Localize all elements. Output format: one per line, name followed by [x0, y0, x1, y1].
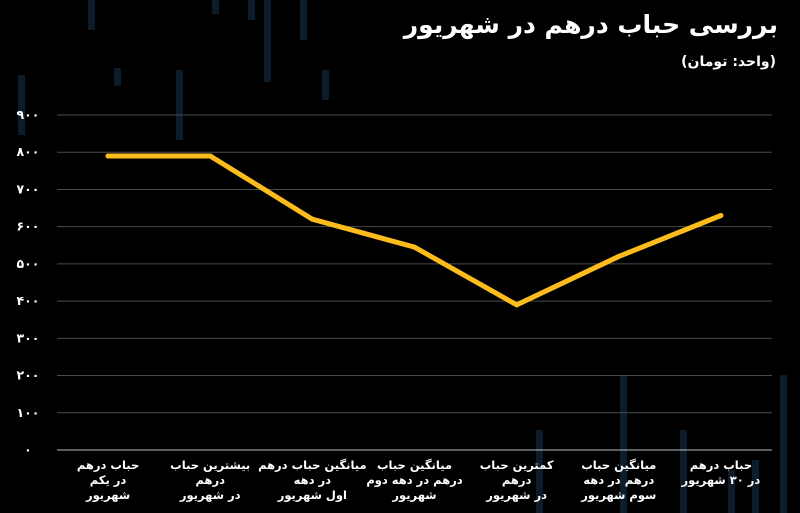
data-points — [105, 153, 724, 308]
x-category-label-4: کمترین حباب درهم در شهریور — [480, 458, 554, 503]
y-tick-label-0: ۰ — [24, 442, 32, 457]
x-category-line: درهم در دهه دوم — [366, 473, 462, 488]
x-category-label-1: بیشترین حباب درهم در شهریور — [170, 458, 250, 503]
decor-bar-12 — [728, 470, 735, 513]
y-tick-label-200: ۲۰۰ — [17, 368, 40, 383]
x-category-line: بیشترین حباب — [170, 458, 250, 472]
x-category-line: میانگین حباب — [377, 458, 452, 472]
decor-bar-2 — [114, 68, 121, 86]
series-line — [105, 153, 724, 308]
decor-bar-3 — [176, 70, 183, 140]
x-category-line: درهم — [195, 473, 225, 487]
x-category-line: سوم شهریور — [580, 488, 656, 503]
decor-bar-8 — [322, 70, 329, 100]
x-category-line: میانگین حباب درهم — [258, 458, 367, 472]
y-tick-label-700: ۷۰۰ — [17, 181, 40, 196]
x-category-line: درهم در دهه — [583, 473, 654, 487]
decor-bar-0 — [18, 75, 25, 135]
x-category-line: میانگین حباب — [581, 458, 656, 472]
data-point-2 — [309, 216, 315, 222]
decor-bar-6 — [264, 0, 271, 82]
decor-bar-13 — [752, 460, 759, 513]
page-title: بررسی حباب درهم در شهریور — [403, 10, 778, 39]
decor-bar-4 — [212, 0, 219, 14]
y-axis-ticks: ۰ ۱۰۰ ۲۰۰ ۳۰۰ ۴۰۰ ۵۰۰ ۶۰۰ ۷۰۰ ۸۰۰ ۹۰۰ — [17, 107, 40, 457]
x-category-line: در یکم — [90, 473, 127, 487]
decor-bar-7 — [300, 0, 307, 40]
x-category-label-6: حباب درهم در ۳۰ شهریور — [681, 458, 761, 488]
decor-bar-14 — [780, 375, 787, 513]
grid-lines — [57, 114, 772, 414]
decor-bar-5 — [248, 0, 255, 20]
y-tick-label-900: ۹۰۰ — [17, 107, 40, 122]
y-tick-label-400: ۴۰۰ — [17, 293, 40, 308]
x-category-line: شهریور — [85, 488, 130, 503]
x-category-line: شهریور — [391, 488, 436, 503]
x-category-line: در دهه — [294, 473, 331, 487]
data-point-3 — [412, 244, 417, 250]
decor-bar-9 — [536, 430, 543, 513]
x-category-line: کمترین حباب — [480, 458, 554, 472]
x-category-line: حباب درهم — [690, 458, 752, 472]
x-category-line: اول شهریور — [277, 488, 347, 503]
data-point-6 — [718, 213, 724, 218]
data-point-5 — [616, 253, 622, 259]
x-category-line: در شهریور — [485, 488, 547, 503]
y-tick-label-100: ۱۰۰ — [17, 405, 40, 420]
data-point-4 — [514, 302, 520, 308]
x-category-line: در ۳۰ شهریور — [681, 473, 761, 488]
x-category-line: در شهریور — [179, 488, 241, 503]
x-category-line: حباب درهم — [77, 458, 139, 472]
x-category-label-5: میانگین حباب درهم در دهه سوم شهریور — [580, 458, 656, 503]
unit-label: (واحد: تومان) — [681, 54, 776, 70]
x-category-label-0: حباب درهم در یکم شهریور — [77, 458, 139, 503]
decor-bar-11 — [680, 430, 687, 513]
decor-bar-10 — [620, 375, 627, 513]
y-tick-label-800: ۸۰۰ — [17, 144, 40, 159]
decor-bar-1 — [88, 0, 95, 30]
data-point-1 — [207, 153, 213, 159]
y-tick-label-500: ۵۰۰ — [17, 256, 40, 271]
x-category-label-3: میانگین حباب درهم در دهه دوم شهریور — [366, 458, 462, 503]
y-tick-label-600: ۶۰۰ — [17, 219, 40, 234]
data-point-0 — [105, 153, 111, 159]
x-category-line: درهم — [502, 473, 532, 487]
y-tick-label-300: ۳۰۰ — [17, 330, 40, 345]
x-category-label-2: میانگین حباب درهم در دهه اول شهریور — [258, 458, 367, 503]
